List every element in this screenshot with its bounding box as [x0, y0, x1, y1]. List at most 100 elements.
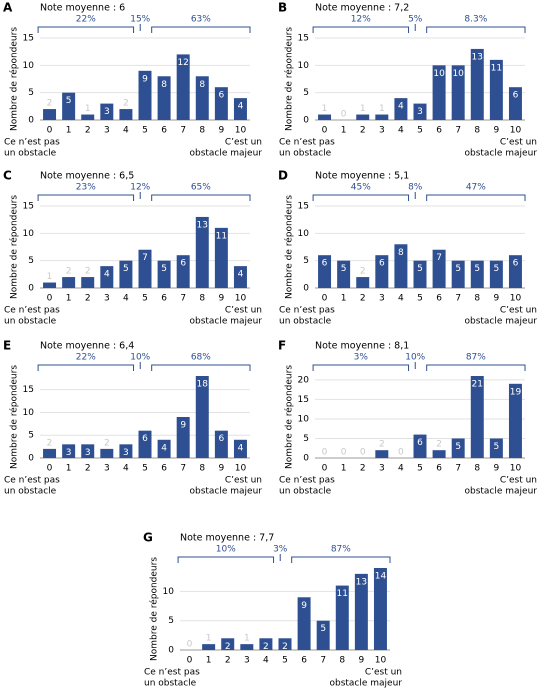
x-tick-label: 7 — [180, 294, 186, 304]
bar — [394, 98, 408, 120]
bar — [233, 439, 247, 458]
panel-letter: F — [278, 339, 286, 353]
bar — [297, 597, 311, 650]
y-tick-label: 10 — [23, 229, 35, 239]
bar — [81, 114, 95, 120]
value-label: 12 — [177, 58, 188, 68]
bar — [119, 109, 133, 120]
y-tick-label: 5 — [303, 256, 309, 266]
y-tick-label: 10 — [23, 408, 35, 418]
bar — [451, 260, 465, 288]
bar — [195, 376, 209, 458]
panel-letter: B — [278, 1, 287, 15]
bar — [432, 65, 446, 120]
value-label: 9 — [180, 421, 186, 431]
value-label: 11 — [491, 63, 502, 73]
value-label: 5 — [161, 264, 167, 274]
x-tick-label: 0 — [47, 294, 53, 304]
x-tick-label: 5 — [142, 294, 148, 304]
bar — [138, 249, 152, 288]
value-label: 5 — [341, 264, 347, 274]
x-tick-label: 5 — [282, 656, 288, 666]
x-tick-label: 2 — [225, 656, 231, 666]
x-end-label: C’est un — [500, 476, 537, 486]
bar — [157, 260, 171, 288]
panel-letter: G — [143, 531, 153, 545]
x-tick-label: 3 — [379, 294, 385, 304]
value-label: 5 — [320, 624, 326, 634]
value-label: 9 — [142, 74, 148, 84]
annotation: 5% — [408, 15, 423, 25]
x-tick-label: 6 — [301, 656, 307, 666]
x-tick-label: 10 — [235, 294, 247, 304]
x-tick-label: 1 — [66, 294, 72, 304]
annotation: 8.3% — [464, 15, 487, 25]
value-label: 3 — [104, 107, 110, 117]
y-axis-label: Nombre de répondeurs — [9, 27, 20, 131]
value-label: 1 — [85, 104, 91, 114]
y-tick-label: 15 — [23, 34, 34, 44]
x-end-label: un obstacle — [279, 487, 332, 497]
value-label: 7 — [436, 253, 442, 263]
y-tick-label: 5 — [303, 88, 309, 98]
value-label: 6 — [513, 259, 519, 269]
bar — [316, 620, 330, 650]
panel-letter: A — [3, 1, 13, 15]
annotation: 22% — [76, 15, 96, 25]
y-tick-label: 0 — [28, 116, 34, 126]
bar — [81, 277, 95, 288]
value-label: 13 — [356, 577, 367, 587]
value-label: 6 — [218, 91, 224, 101]
x-tick-label: 2 — [360, 126, 366, 136]
x-tick-label: 9 — [493, 126, 499, 136]
annotation: 3% — [273, 545, 288, 555]
value-label: 3 — [85, 448, 91, 458]
value-label: 5 — [493, 264, 499, 274]
x-tick-label: 1 — [66, 464, 72, 474]
x-end-label: un obstacle — [4, 317, 57, 327]
value-label: 13 — [197, 220, 208, 230]
bar — [356, 114, 370, 120]
x-tick-label: 3 — [379, 464, 385, 474]
value-label: 2 — [47, 438, 53, 448]
x-tick-label: 3 — [379, 126, 385, 136]
bar — [318, 114, 332, 120]
y-tick-label: 0 — [28, 284, 34, 294]
x-tick-label: 0 — [322, 294, 328, 304]
x-tick-label: 9 — [218, 126, 224, 136]
x-end-label: Ce n’est pas — [4, 306, 60, 316]
chart-panel: D Note moyenne : 5,1 Nombre de répondeurs 0… — [278, 169, 537, 327]
x-tick-label: 0 — [47, 464, 53, 474]
x-end-label: un obstacle — [279, 317, 332, 327]
bracket — [151, 26, 251, 33]
x-tick-label: 10 — [235, 126, 247, 136]
x-tick-label: 10 — [510, 294, 522, 304]
bar — [221, 638, 235, 650]
chart-title: Note moyenne : 7,7 — [180, 533, 274, 544]
x-tick-label: 3 — [104, 294, 110, 304]
value-label: 7 — [142, 253, 148, 263]
value-label: 5 — [455, 264, 461, 274]
x-tick-label: 4 — [398, 126, 404, 136]
x-end-label: un obstacle — [4, 149, 57, 159]
value-label: 6 — [142, 434, 148, 444]
chart-title: Note moyenne : 6 — [40, 3, 125, 14]
y-tick-label: 5 — [28, 431, 34, 441]
value-label: 4 — [238, 102, 244, 112]
bar — [470, 260, 484, 288]
y-tick-label: 15 — [298, 202, 309, 212]
value-label: 11 — [216, 231, 227, 241]
value-label: 1 — [244, 634, 250, 644]
bracket — [177, 556, 275, 563]
bar — [451, 65, 465, 120]
bar — [318, 255, 332, 288]
y-tick-label: 0 — [303, 116, 309, 126]
bar — [43, 109, 57, 120]
value-label: 4 — [238, 270, 244, 280]
x-end-label: obstacle majeur — [464, 487, 537, 497]
value-label: 10 — [452, 69, 464, 79]
bar — [176, 54, 190, 120]
x-tick-label: 5 — [417, 126, 423, 136]
bar — [432, 249, 446, 288]
